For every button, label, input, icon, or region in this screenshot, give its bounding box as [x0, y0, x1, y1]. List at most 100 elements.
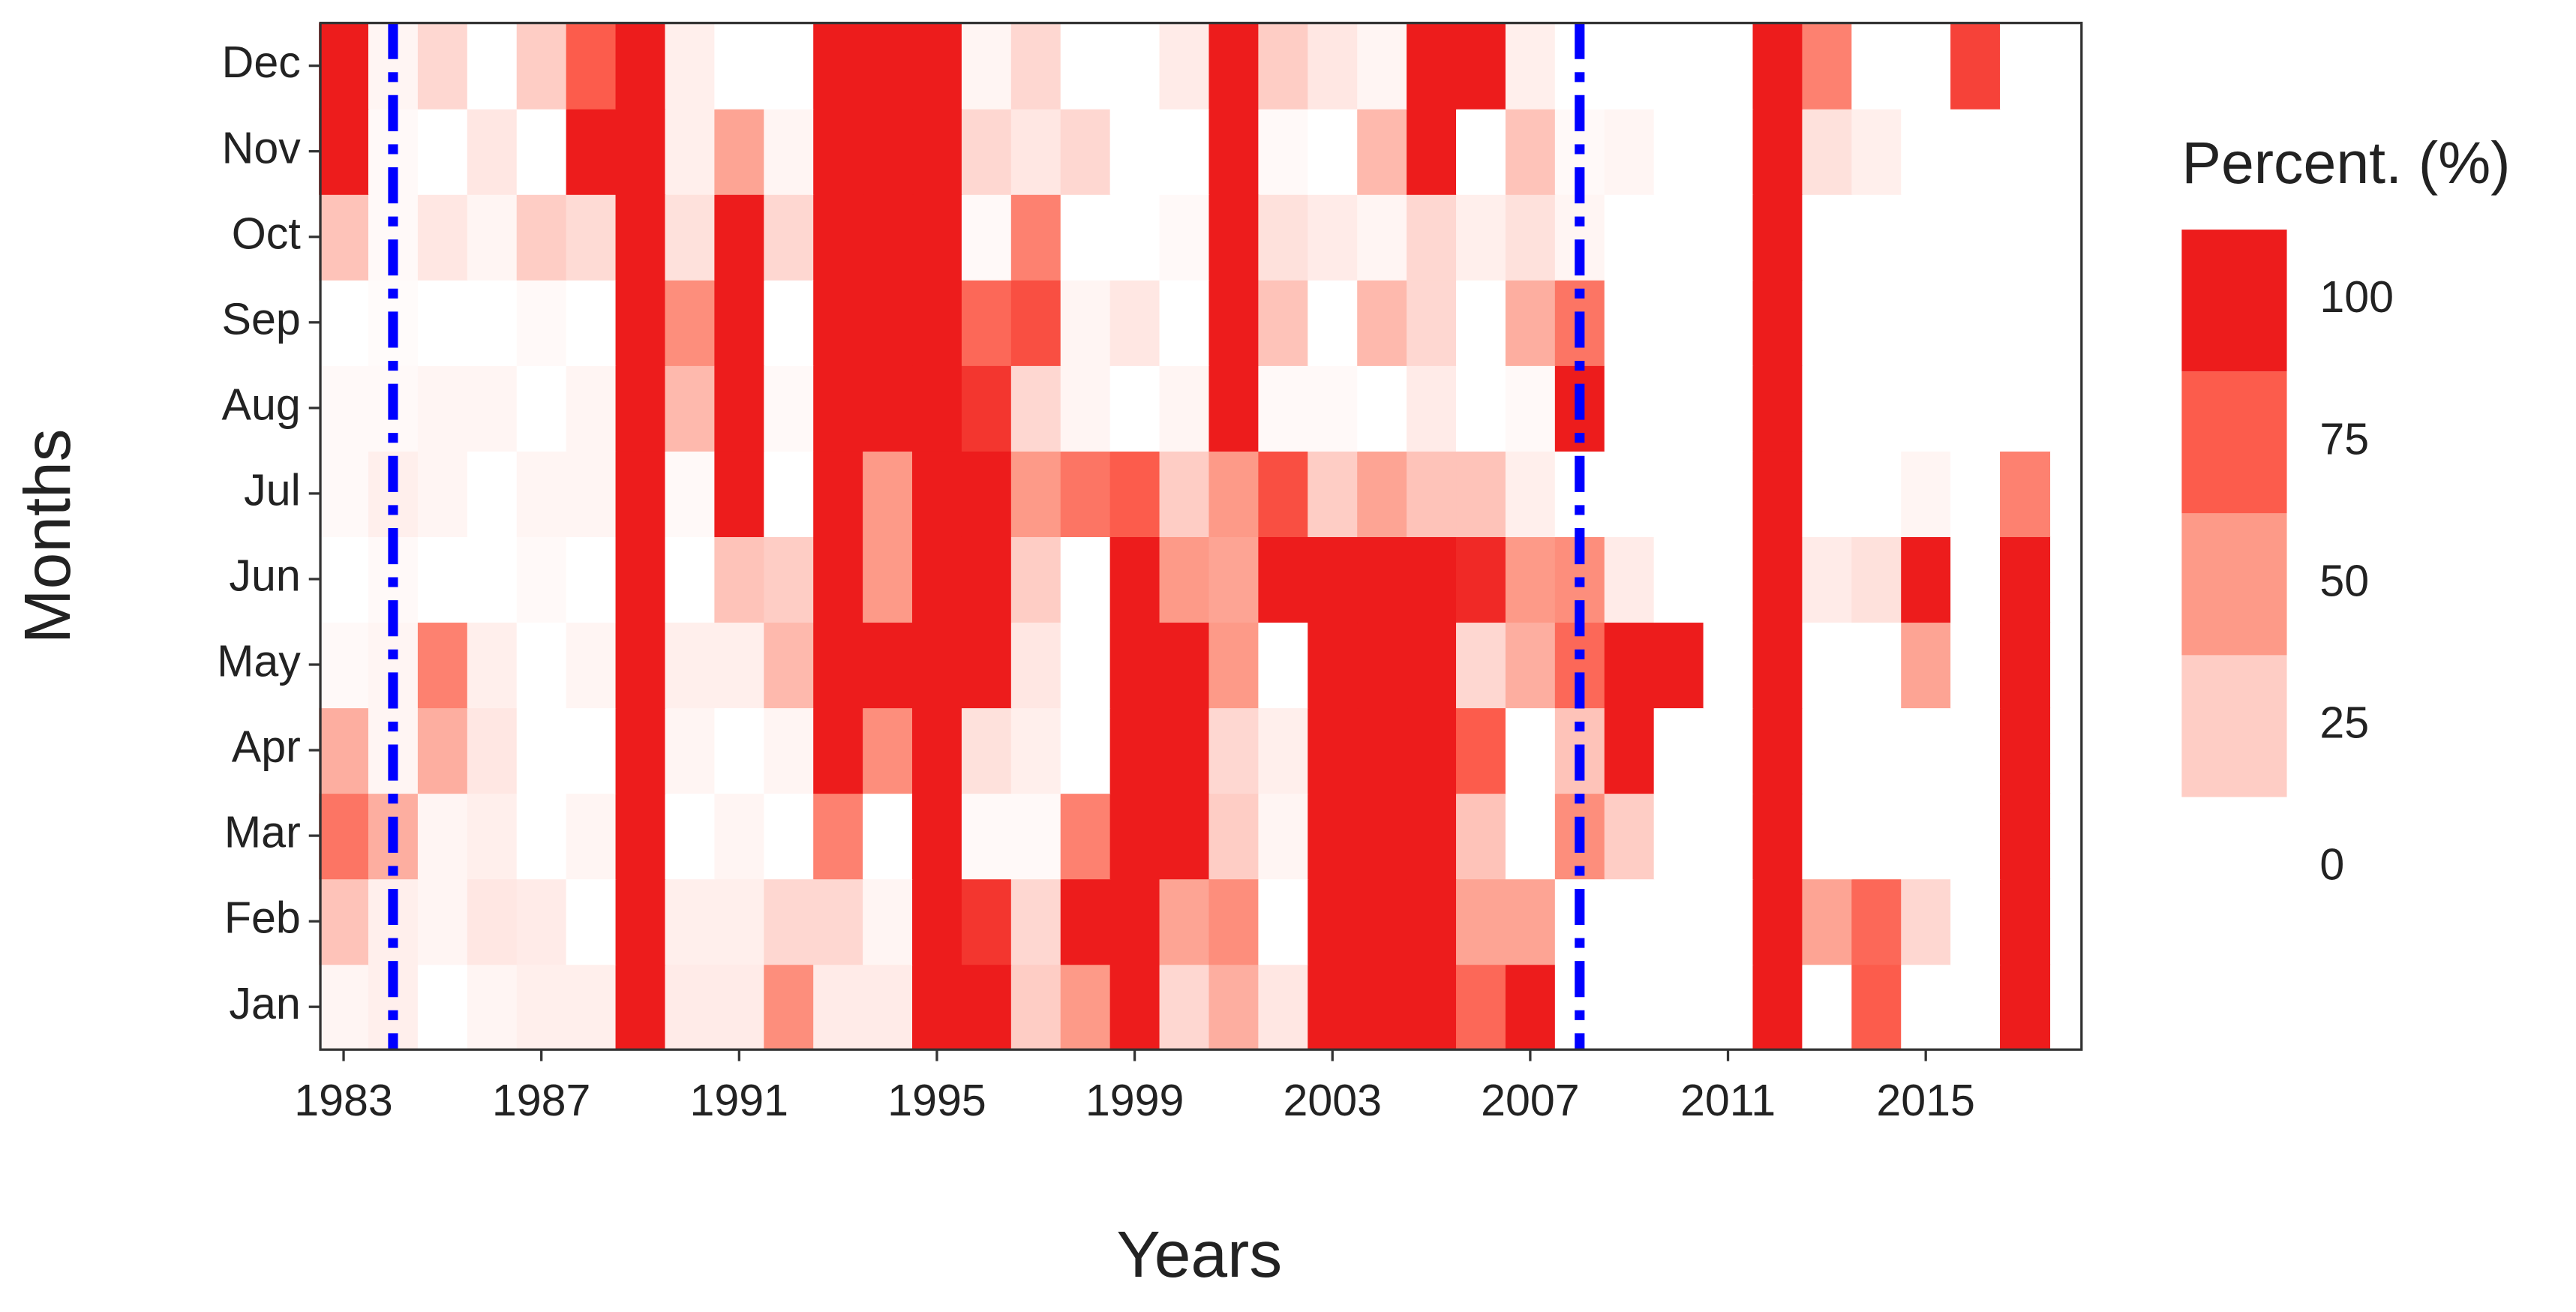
heat-cell — [1357, 450, 1408, 537]
y-tick-label: Nov — [222, 123, 302, 173]
heat-cell — [714, 707, 765, 794]
heat-cell — [1901, 707, 1952, 794]
heat-cell — [1456, 964, 1507, 1051]
heat-cell — [1604, 707, 1655, 794]
heat-cell — [1060, 108, 1111, 195]
heat-cell — [1060, 194, 1111, 281]
heat-cell — [1456, 536, 1507, 623]
heat-cell — [1208, 621, 1259, 709]
heat-cell — [1653, 536, 1704, 623]
y-tick-label: Jan — [229, 979, 300, 1028]
heat-cell — [1901, 365, 1952, 452]
heat-cell — [1752, 23, 1803, 110]
heat-cell — [467, 707, 518, 794]
heat-cell — [1851, 878, 1902, 965]
heat-cell — [1010, 23, 1061, 110]
heat-cell — [961, 23, 1012, 110]
heat-cell — [1802, 793, 1853, 880]
heat-cell — [1258, 793, 1309, 880]
heat-cell — [1010, 108, 1061, 195]
heat-cell — [1208, 23, 1259, 110]
heat-cell — [1208, 450, 1259, 537]
heat-cell — [615, 194, 666, 281]
heat-cell — [417, 23, 468, 110]
x-tick-label: 1999 — [1085, 1076, 1184, 1125]
heat-cell — [665, 108, 716, 195]
x-tick-label: 2007 — [1481, 1076, 1580, 1125]
heat-cell — [417, 878, 468, 965]
heat-cell — [1703, 23, 1754, 110]
legend-label: 100 — [2319, 272, 2394, 322]
heat-cell — [1208, 793, 1259, 880]
heat-cell — [516, 108, 567, 195]
heat-cell — [1357, 964, 1408, 1051]
heat-cell — [912, 365, 963, 452]
heat-cell — [1901, 964, 1952, 1051]
heat-cell — [1703, 964, 1754, 1051]
heat-cell — [319, 194, 370, 281]
heat-cell — [1703, 194, 1754, 281]
heat-cell — [1060, 707, 1111, 794]
heat-cell — [1258, 365, 1309, 452]
heat-cell — [1308, 365, 1359, 452]
heat-cell — [1407, 793, 1458, 880]
heat-cell — [1901, 279, 1952, 366]
heat-cell — [863, 450, 914, 537]
heat-cell — [1357, 194, 1408, 281]
heat-cell — [1407, 450, 1458, 537]
heat-cell — [566, 707, 617, 794]
heat-cell — [1159, 450, 1210, 537]
heat-cell — [863, 23, 914, 110]
heat-cell — [1208, 878, 1259, 965]
heat-cell — [1604, 964, 1655, 1051]
y-tick-label: Apr — [232, 722, 301, 772]
heat-cell — [1010, 878, 1061, 965]
x-tick-label: 1995 — [887, 1076, 986, 1125]
heat-cell — [1653, 194, 1704, 281]
heat-cell — [2000, 23, 2051, 110]
x-tick-label: 2015 — [1876, 1076, 1975, 1125]
heat-cell — [665, 279, 716, 366]
heat-cell — [1010, 964, 1061, 1051]
heat-cell — [417, 279, 468, 366]
heat-cell — [1109, 23, 1160, 110]
heat-cell — [516, 279, 567, 366]
legend-label: 0 — [2319, 840, 2344, 890]
heat-cell — [863, 878, 914, 965]
heat-cell — [1109, 450, 1160, 537]
heat-cell — [1109, 964, 1160, 1051]
heat-cell — [1752, 365, 1803, 452]
heat-cell — [1901, 23, 1952, 110]
heat-cell — [1208, 279, 1259, 366]
heat-cell — [1752, 194, 1803, 281]
heat-cell — [1505, 365, 1556, 452]
heat-cell — [615, 878, 666, 965]
y-tick-label: Sep — [222, 294, 301, 344]
heat-cell — [615, 707, 666, 794]
heat-cell — [1752, 878, 1803, 965]
heat-cell — [1851, 450, 1902, 537]
heat-cell — [1802, 23, 1853, 110]
heat-cell — [714, 108, 765, 195]
heat-cell — [1010, 793, 1061, 880]
heat-cell — [764, 365, 815, 452]
heat-cell — [1851, 23, 1902, 110]
heat-cell — [1653, 279, 1704, 366]
heat-cell — [566, 793, 617, 880]
heat-cell — [1407, 878, 1458, 965]
heat-cell — [813, 450, 864, 537]
heat-cell — [1653, 365, 1704, 452]
heat-cell — [1802, 964, 1853, 1051]
heat-cell — [467, 450, 518, 537]
heat-cell — [912, 108, 963, 195]
heat-cell — [319, 621, 370, 709]
heat-cell — [1653, 793, 1704, 880]
heat-cell — [1308, 279, 1359, 366]
heat-cell — [1505, 194, 1556, 281]
heat-cell — [1604, 279, 1655, 366]
heat-cell — [1950, 365, 2001, 452]
legend-title: Percent. (%) — [2181, 130, 2510, 196]
heat-cell — [1950, 194, 2001, 281]
heat-cell — [961, 793, 1012, 880]
